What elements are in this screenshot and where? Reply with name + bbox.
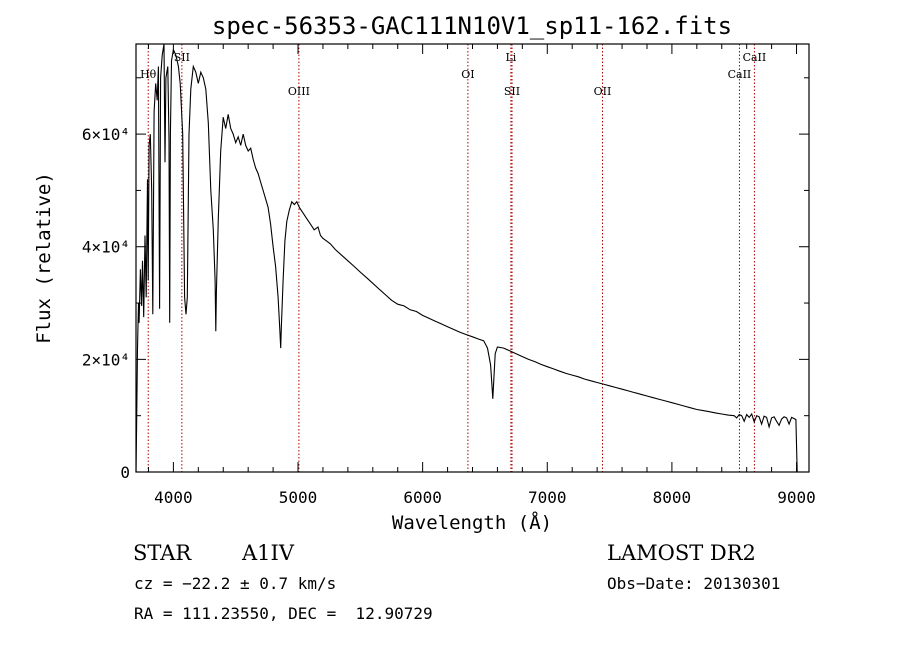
y-tick-label-0: 0 <box>120 463 130 482</box>
redshift-readout: cz = −22.2 ± 0.7 km/s <box>134 574 336 593</box>
emission-lines <box>147 44 755 472</box>
line-label-4: Li <box>505 51 516 64</box>
plot-frame <box>135 43 810 473</box>
x-ticks: 4000 5000 6000 7000 8000 9000 <box>147 44 816 507</box>
line-label-1: SII <box>174 51 190 64</box>
x-tick-label-0: 4000 <box>154 488 193 507</box>
y-axis-label: Flux (relative) <box>33 172 55 344</box>
line-labels: Hθ SII OIII OI Li SII OII CaII CaII <box>140 51 766 98</box>
y-tick-label-1: 2×10⁴ <box>82 350 130 369</box>
x-tick-label-5: 9000 <box>777 488 816 507</box>
object-class: STAR <box>133 541 192 565</box>
line-label-7: CaII <box>728 68 752 81</box>
line-label-2: OIII <box>288 85 310 98</box>
y-tick-label-2: 4×10⁴ <box>82 238 130 257</box>
coordinates: RA = 111.23550, DEC = 12.90729 <box>134 604 433 623</box>
x-axis-label: Wavelength (Å) <box>392 511 552 534</box>
x-tick-label-1: 5000 <box>279 488 318 507</box>
y-ticks: 0 2×10⁴ 4×10⁴ 6×10⁴ <box>82 77 809 482</box>
subclass: A1IV <box>241 541 295 565</box>
line-label-8: CaII <box>743 51 767 64</box>
line-label-5: SII <box>504 85 520 98</box>
spectrum-line <box>135 43 798 473</box>
x-tick-label-2: 6000 <box>403 488 442 507</box>
line-label-3: OI <box>461 68 474 81</box>
y-tick-label-3: 6×10⁴ <box>82 125 130 144</box>
line-label-6: OII <box>594 85 612 98</box>
obs-date: Obs−Date: 20130301 <box>607 574 780 593</box>
x-tick-label-4: 8000 <box>653 488 692 507</box>
x-tick-label-3: 7000 <box>528 488 567 507</box>
chart-title: spec-56353-GAC111N10V1_sp11-162.fits <box>212 12 732 40</box>
line-label-0: Hθ <box>140 68 157 81</box>
survey-name: LAMOST DR2 <box>607 541 756 565</box>
